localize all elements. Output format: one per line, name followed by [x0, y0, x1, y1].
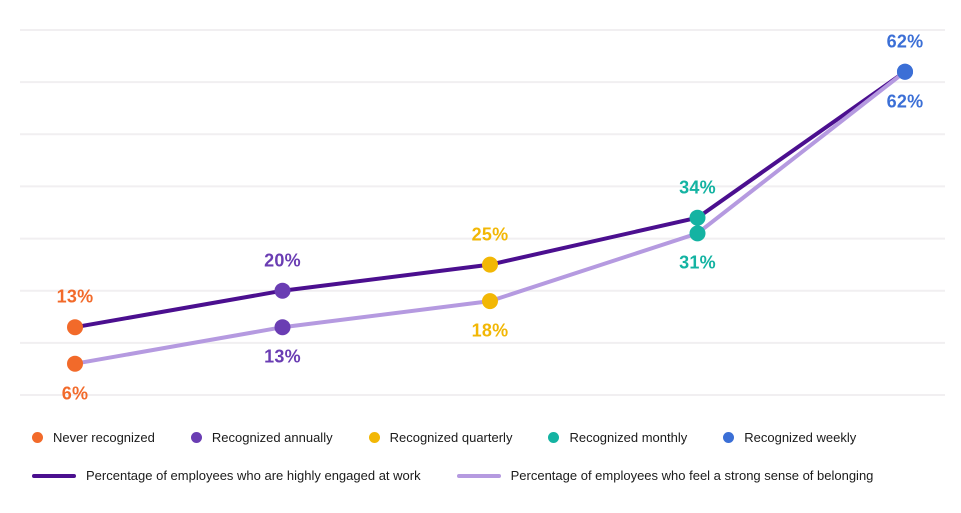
legend-series: Percentage of employees who are highly e… [32, 468, 909, 489]
legend-category-monthly: Recognized monthly [548, 430, 687, 445]
data-label-engaged-monthly: 34% [679, 177, 716, 198]
marker-engaged-never [67, 319, 83, 335]
legend-swatch-quarterly [369, 432, 380, 443]
legend-swatch-monthly [548, 432, 559, 443]
legend-series-belonging: Percentage of employees who feel a stron… [457, 468, 874, 483]
data-label-engaged-weekly: 62% [887, 31, 924, 52]
legend-series-label: Percentage of employees who feel a stron… [511, 468, 874, 483]
data-label-belonging-never: 6% [62, 383, 88, 404]
legend-category-quarterly: Recognized quarterly [369, 430, 513, 445]
legend-category-annually: Recognized annually [191, 430, 333, 445]
data-label-belonging-weekly: 62% [887, 91, 924, 112]
legend-categories: Never recognized Recognized annually Recog… [32, 430, 892, 451]
legend-swatch-annually [191, 432, 202, 443]
data-label-belonging-annually: 13% [264, 347, 301, 368]
legend-category-label: Recognized annually [212, 430, 333, 445]
marker-engaged-quarterly [482, 257, 498, 273]
marker-belonging-quarterly [482, 293, 498, 309]
legend-category-weekly: Recognized weekly [723, 430, 856, 445]
legend-series-label: Percentage of employees who are highly e… [86, 468, 421, 483]
marker-engaged-monthly [690, 210, 706, 226]
marker-belonging-annually [275, 319, 291, 335]
legend-swatch-weekly [723, 432, 734, 443]
engagement-chart: 13% 20% 25% 34% 62% 6% 13% 18% 31% 62% Never reco… [0, 0, 961, 513]
data-label-engaged-annually: 20% [264, 250, 301, 271]
marker-belonging-weekly [897, 64, 913, 80]
marker-engaged-annually [275, 283, 291, 299]
data-label-belonging-quarterly: 18% [472, 321, 509, 342]
data-label-engaged-never: 13% [57, 287, 94, 308]
legend-category-never: Never recognized [32, 430, 155, 445]
legend-category-label: Recognized quarterly [390, 430, 513, 445]
legend-category-label: Recognized weekly [744, 430, 856, 445]
marker-belonging-never [67, 356, 83, 372]
legend-category-label: Never recognized [53, 430, 155, 445]
legend-line-swatch-engaged [32, 474, 76, 478]
legend-swatch-never [32, 432, 43, 443]
legend-category-label: Recognized monthly [569, 430, 687, 445]
data-label-belonging-monthly: 31% [679, 253, 716, 274]
data-label-engaged-quarterly: 25% [472, 224, 509, 245]
marker-belonging-monthly [690, 225, 706, 241]
legend-line-swatch-belonging [457, 474, 501, 478]
legend-series-engaged: Percentage of employees who are highly e… [32, 468, 421, 483]
